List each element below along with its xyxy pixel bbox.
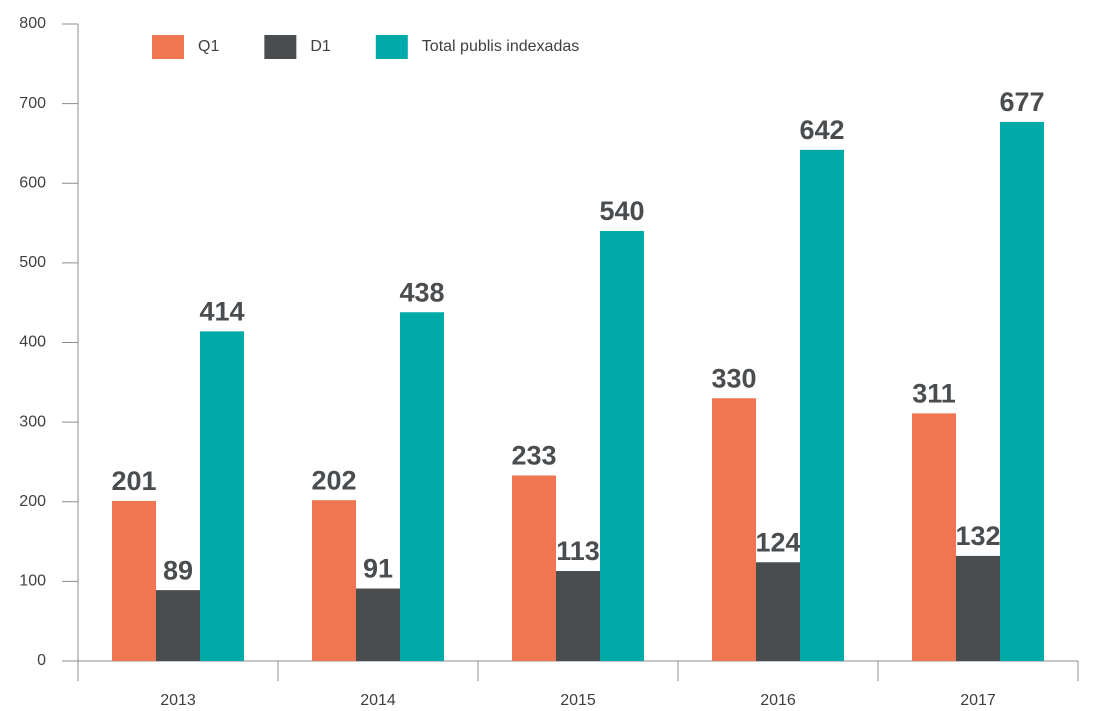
bar [712,398,756,661]
value-label: 89 [163,555,193,585]
value-label: 414 [199,296,244,326]
value-label: 330 [711,363,756,393]
y-tick-label: 700 [19,95,46,112]
bar [356,588,400,661]
value-label: 113 [556,536,600,566]
bar [400,312,444,661]
value-label: 540 [599,196,644,226]
legend-swatch [264,35,297,59]
bar [112,500,156,661]
value-label: 91 [363,554,393,584]
legend-swatch [375,35,408,59]
y-tick-label: 200 [19,493,46,510]
x-tick-label: 2015 [560,692,596,709]
value-label: 132 [955,521,1000,551]
y-tick-label: 800 [19,15,46,32]
bar [600,231,644,661]
x-tick-label: 2014 [360,692,396,709]
x-tick-label: 2017 [960,692,996,709]
bar [512,475,556,661]
y-tick-label: 600 [19,174,46,191]
bar [156,590,200,661]
value-label: 202 [311,465,356,495]
value-label: 233 [511,441,556,471]
y-tick-label: 0 [37,652,46,669]
value-label: 642 [799,115,844,145]
bar [956,555,1000,661]
value-label: 311 [912,378,956,408]
bar [1000,121,1044,662]
x-tick-label: 2016 [760,692,796,709]
y-tick-label: 500 [19,254,46,271]
y-tick-label: 300 [19,413,46,430]
bar [556,571,600,661]
value-label: 438 [399,277,444,307]
legend-label: Q1 [198,38,219,55]
bar [756,562,800,661]
legend-label: Total publis indexadas [422,38,579,55]
value-label: 124 [755,527,800,557]
y-tick-label: 400 [19,334,46,351]
legend-swatch [152,35,184,59]
x-tick-label: 2013 [160,692,196,709]
bar [200,331,244,661]
bar [912,413,956,661]
value-label: 201 [111,466,156,496]
value-label: 677 [999,87,1044,117]
bar [800,149,844,661]
bar [312,500,356,661]
legend-label: D1 [310,38,331,55]
y-tick-label: 100 [19,573,46,590]
